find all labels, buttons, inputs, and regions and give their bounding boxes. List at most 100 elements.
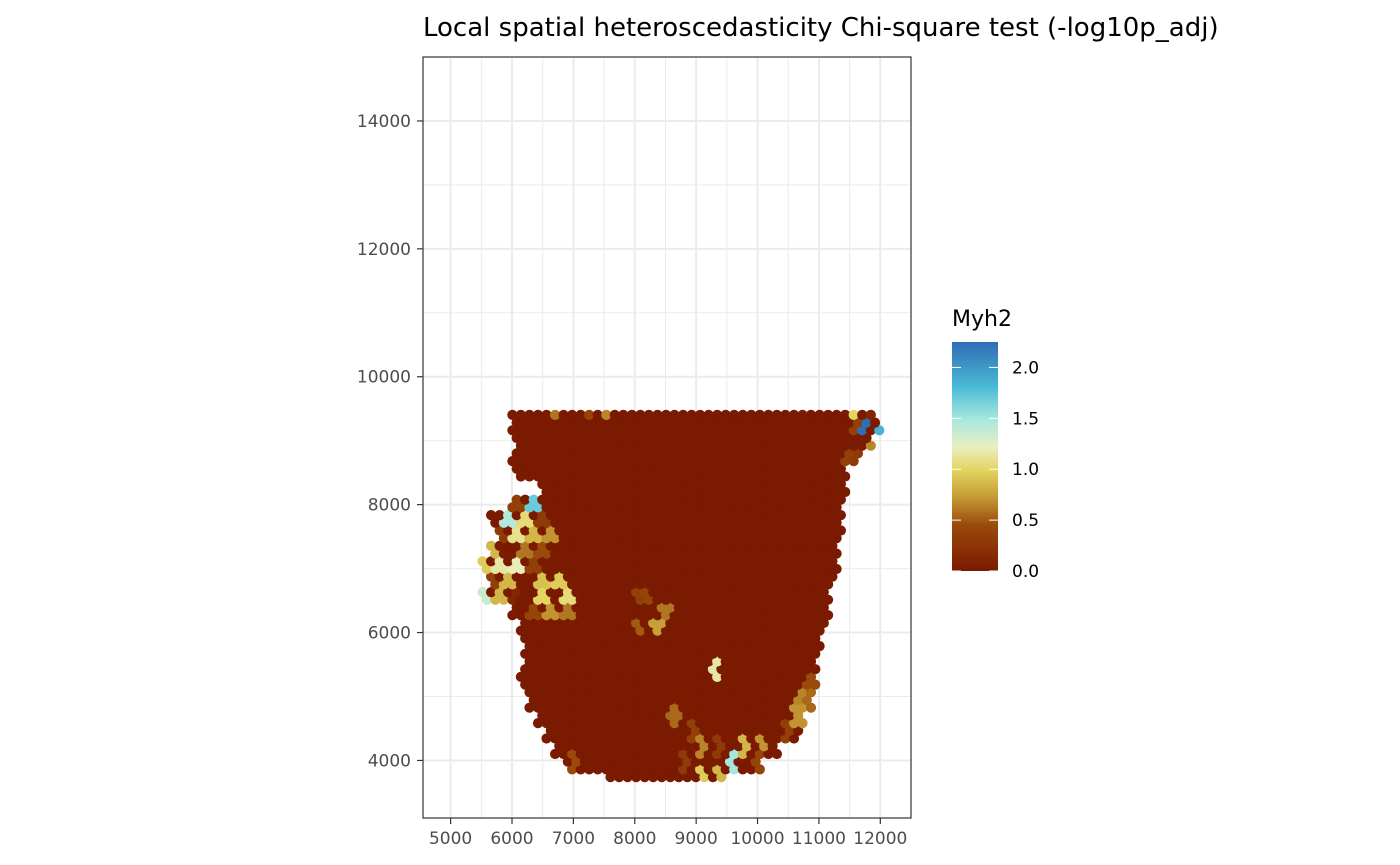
data-point xyxy=(601,440,612,451)
data-point xyxy=(618,733,629,744)
data-point xyxy=(733,463,744,474)
data-point xyxy=(592,718,603,729)
data-point xyxy=(639,494,650,505)
data-point xyxy=(579,448,591,459)
data-point xyxy=(507,425,518,436)
data-point xyxy=(729,610,740,621)
data-point xyxy=(767,633,778,644)
data-point xyxy=(558,471,569,482)
data-point xyxy=(678,548,689,559)
data-point xyxy=(801,525,812,536)
data-point xyxy=(759,710,770,721)
data-point xyxy=(562,463,574,474)
data-point xyxy=(498,533,509,544)
data-point xyxy=(784,525,795,536)
data-point xyxy=(801,417,812,428)
data-point xyxy=(575,533,586,544)
data-point xyxy=(626,456,638,467)
data-point xyxy=(575,502,586,513)
data-point xyxy=(635,548,646,559)
data-point xyxy=(724,509,736,521)
data-point xyxy=(814,425,825,436)
data-point xyxy=(712,656,723,667)
data-point xyxy=(648,772,659,783)
data-point xyxy=(707,432,719,444)
data-point xyxy=(656,664,667,675)
x-tick-label: 10000 xyxy=(730,829,784,849)
data-point xyxy=(614,756,625,767)
data-point xyxy=(575,656,586,667)
data-point xyxy=(686,764,697,775)
data-point xyxy=(733,448,744,459)
data-point xyxy=(720,671,731,683)
data-point xyxy=(810,679,821,690)
data-point xyxy=(852,432,864,444)
data-point xyxy=(857,440,868,451)
data-point xyxy=(823,517,834,528)
data-point xyxy=(579,756,591,767)
data-point xyxy=(754,533,765,544)
data-point xyxy=(567,486,578,498)
data-point xyxy=(609,733,620,744)
data-point xyxy=(486,509,497,521)
data-point xyxy=(695,409,706,420)
data-point xyxy=(575,517,586,528)
data-point xyxy=(720,486,731,498)
data-point xyxy=(626,409,638,420)
data-point xyxy=(656,463,667,474)
data-point xyxy=(690,710,702,721)
data-point xyxy=(673,664,684,675)
data-point xyxy=(835,479,847,490)
data-point xyxy=(639,540,650,552)
data-point xyxy=(716,571,727,582)
data-point xyxy=(805,687,817,698)
data-point xyxy=(532,548,544,559)
data-point xyxy=(648,694,659,706)
data-point xyxy=(550,517,561,528)
data-point xyxy=(865,425,876,436)
data-point xyxy=(733,679,744,690)
data-point xyxy=(520,679,531,690)
data-point xyxy=(678,718,689,729)
data-point xyxy=(699,571,710,582)
data-point xyxy=(750,448,761,459)
data-point xyxy=(537,617,548,629)
data-point xyxy=(669,656,680,667)
data-point xyxy=(503,556,514,567)
data-point xyxy=(737,563,748,575)
data-point xyxy=(622,679,633,690)
data-point xyxy=(596,725,608,736)
data-point xyxy=(588,556,599,567)
data-point xyxy=(707,648,719,659)
data-point xyxy=(571,463,582,474)
data-point xyxy=(686,409,697,420)
data-point xyxy=(784,417,795,428)
data-point xyxy=(601,610,612,621)
data-point xyxy=(737,748,748,760)
data-point xyxy=(562,617,574,629)
data-point xyxy=(554,432,565,444)
data-point xyxy=(605,587,616,598)
data-point xyxy=(550,486,561,498)
data-point xyxy=(754,548,765,559)
data-point xyxy=(567,625,578,636)
data-point xyxy=(703,456,714,467)
data-point xyxy=(532,718,544,729)
data-point xyxy=(801,540,812,552)
data-point xyxy=(686,579,697,590)
data-point xyxy=(776,587,787,598)
data-point xyxy=(724,525,736,536)
data-point xyxy=(703,533,714,544)
data-point xyxy=(614,556,625,567)
data-point xyxy=(554,617,565,629)
data-point xyxy=(737,486,748,498)
data-point xyxy=(695,671,706,683)
data-point xyxy=(639,571,650,582)
data-point xyxy=(541,471,552,482)
data-point xyxy=(763,409,774,420)
data-point xyxy=(678,594,689,605)
data-point xyxy=(763,702,774,713)
data-point xyxy=(776,417,787,428)
data-point xyxy=(558,579,569,590)
data-point xyxy=(848,425,859,436)
